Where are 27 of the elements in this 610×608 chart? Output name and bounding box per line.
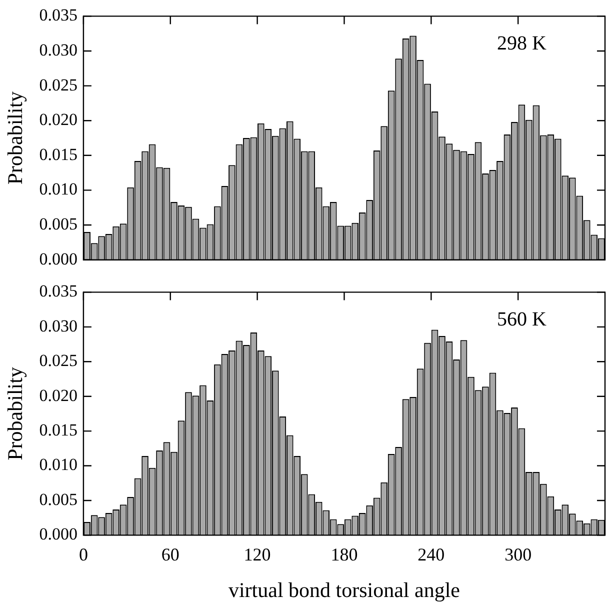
x-axis-title: virtual bond torsional angle xyxy=(228,578,460,602)
x-tick-label: 0 xyxy=(78,544,88,565)
y-tick-label: 0.015 xyxy=(39,144,78,164)
y-tick-label: 0.035 xyxy=(39,282,78,301)
y-tick-label: 0.005 xyxy=(39,490,78,509)
y-tick-label: 0.010 xyxy=(39,180,78,199)
y-tick-label: 0.030 xyxy=(39,40,78,60)
x-tick-label: 60 xyxy=(161,544,180,565)
y-tick-label: 0.030 xyxy=(39,316,78,336)
y-tick-label: 0.020 xyxy=(39,386,78,405)
y-tick-label: 0.035 xyxy=(39,6,78,25)
x-tick-label: 300 xyxy=(504,544,532,565)
y-axis-title: Probability xyxy=(3,366,28,460)
y-tick-label: 0.010 xyxy=(39,455,78,474)
x-tick-label: 180 xyxy=(330,544,358,565)
y-axis-title: Probability xyxy=(3,90,28,185)
y-tick-label: 0.015 xyxy=(39,420,78,440)
y-tick-label: 0.000 xyxy=(39,249,78,268)
y-tick-label: 0.025 xyxy=(39,75,78,94)
x-tick-label: 240 xyxy=(418,544,445,565)
y-tick-label: 0.020 xyxy=(39,110,78,130)
y-tick-label: 0.005 xyxy=(39,214,78,234)
x-tick-label: 120 xyxy=(244,544,271,565)
annotation: 298 K xyxy=(497,32,547,54)
y-tick-label: 0.000 xyxy=(39,524,78,544)
y-tick-label: 0.025 xyxy=(39,351,78,370)
annotation: 560 K xyxy=(497,308,547,330)
